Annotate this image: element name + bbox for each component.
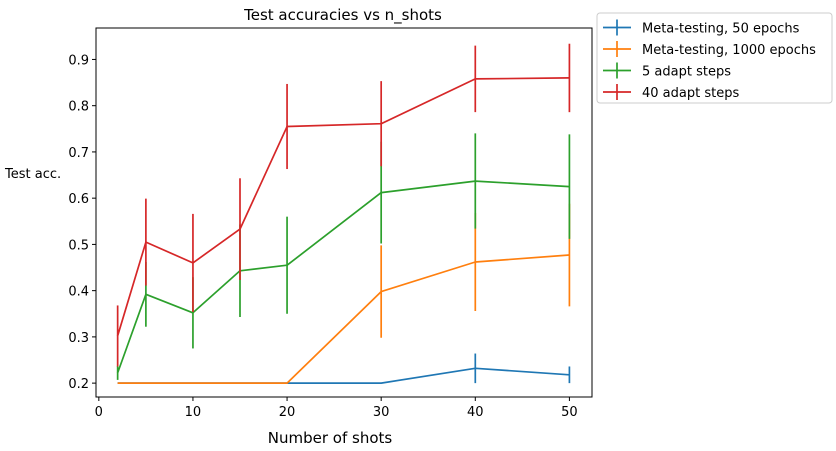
x-tick-label: 10: [185, 405, 202, 420]
legend-item: Meta-testing, 50 epochs: [603, 19, 800, 37]
x-axis-label: Number of shots: [268, 429, 393, 447]
series-line: [117, 367, 570, 384]
x-tick-label: 0: [95, 405, 103, 420]
plot-area: 0 10 20 30 40 50 0.2 0.3 0.4 0.5 0.6 0.7 0.8 0.9: [68, 27, 593, 420]
y-tick-label: 0.3: [68, 331, 89, 346]
x-tick-label: 20: [279, 405, 296, 420]
series-1: [117, 353, 571, 384]
y-tick-label: 0.8: [68, 100, 89, 115]
legend-item: 40 adapt steps: [603, 84, 739, 101]
x-tick-label: 40: [467, 405, 484, 420]
series-line: [117, 254, 570, 384]
y-axis-label: Test acc.: [4, 167, 61, 182]
series-3: [116, 133, 571, 380]
legend-label: 5 adapt steps: [642, 65, 731, 80]
legend-label: 40 adapt steps: [642, 86, 739, 101]
series-line: [116, 180, 570, 374]
legend-item: Meta-testing, 1000 epochs: [603, 41, 816, 58]
y-tick-label: 0.5: [68, 238, 89, 253]
legend-item: 5 adapt steps: [603, 62, 731, 80]
series-4: [116, 43, 571, 367]
legend: Meta-testing, 50 epochs Meta-testing, 100…: [596, 12, 833, 104]
y-tick-label: 0.9: [68, 53, 89, 68]
y-tick-label: 0.2: [68, 377, 89, 392]
chart-title: Test accuracies vs n_shots: [243, 6, 442, 25]
axes-frame: [95, 27, 593, 398]
series-2: [117, 203, 571, 384]
legend-label: Meta-testing, 50 epochs: [642, 22, 800, 37]
y-tick-label: 0.7: [68, 146, 89, 161]
x-tick-label: 50: [561, 405, 578, 420]
legend-box: [596, 12, 833, 104]
legend-label: Meta-testing, 1000 epochs: [642, 43, 816, 58]
y-tick-label: 0.4: [68, 285, 89, 300]
x-tick-label: 30: [373, 405, 390, 420]
y-tick-label: 0.6: [68, 192, 89, 207]
series-line: [116, 77, 570, 337]
